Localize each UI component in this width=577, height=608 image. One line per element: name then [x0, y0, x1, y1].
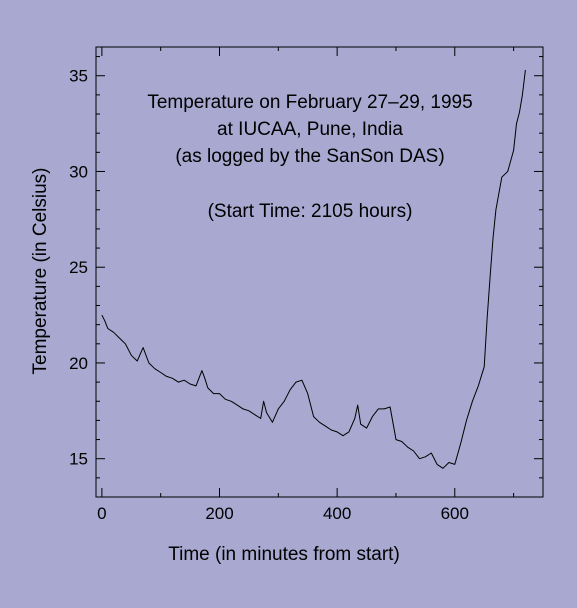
annotation-line-3: (as logged by the SanSon DAS) — [175, 146, 444, 167]
temperature-series-line — [101, 69, 526, 469]
x-tick-label: 200 — [205, 504, 233, 523]
x-tick-label: 600 — [441, 504, 469, 523]
x-tick-label: 0 — [97, 504, 106, 523]
plot-frame — [95, 46, 544, 498]
y-tick-label: 15 — [69, 450, 88, 469]
annotation-line-1: Temperature on February 27–29, 1995 — [147, 92, 472, 113]
y-tick-label: 20 — [69, 354, 88, 373]
y-axis-label: Temperature (in Celsius) — [30, 168, 51, 375]
x-axis-label: Time (in minutes from start) — [168, 544, 400, 565]
y-tick-label: 25 — [69, 258, 88, 277]
y-tick-label: 35 — [69, 67, 88, 86]
annotation-line-4: (Start Time: 2105 hours) — [208, 201, 413, 222]
y-tick-label: 30 — [69, 162, 88, 181]
x-tick-label: 400 — [323, 504, 351, 523]
marks-layer: 0 200 400 600 15 20 25 30 35 — [69, 46, 544, 523]
annotation-line-2: at IUCAA, Pune, India — [217, 119, 403, 140]
